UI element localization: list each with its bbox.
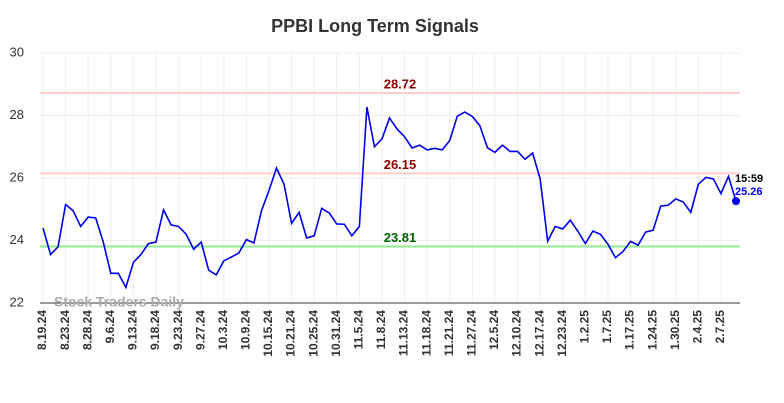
x-tick-label: 9.13.24 xyxy=(126,310,140,350)
y-tick-label: 30 xyxy=(10,44,24,59)
last-point xyxy=(732,197,740,206)
chart-title: PPBI Long Term Signals xyxy=(271,16,479,36)
x-tick-label: 9.23.24 xyxy=(171,310,185,350)
x-tick-label: 8.28.24 xyxy=(80,310,94,350)
x-tick-label: 10.3.24 xyxy=(216,310,230,350)
x-tick-label: 1.30.25 xyxy=(668,310,682,350)
y-tick-label: 22 xyxy=(10,294,24,309)
x-tick-label: 12.5.24 xyxy=(487,310,501,350)
x-tick-label: 11.18.24 xyxy=(419,310,433,356)
x-tick-label: 10.15.24 xyxy=(261,310,275,357)
x-tick-label: 11.13.24 xyxy=(397,310,411,356)
x-tick-label: 8.19.24 xyxy=(35,310,49,350)
x-tick-label: 9.18.24 xyxy=(148,310,162,350)
x-tick-label: 11.8.24 xyxy=(374,310,388,350)
y-tick-label: 26 xyxy=(10,169,24,184)
price-line xyxy=(42,106,737,290)
x-tick-label: 12.10.24 xyxy=(510,310,524,357)
x-tick-label: 11.21.24 xyxy=(442,310,456,356)
x-tick-label: 11.27.24 xyxy=(465,310,479,356)
last-time: 15:59 xyxy=(735,173,763,185)
signal-label: 23.81 xyxy=(384,230,417,245)
signal-label: 26.15 xyxy=(384,157,417,172)
y-tick-label: 24 xyxy=(10,232,24,247)
x-tick-label: 10.9.24 xyxy=(239,310,253,350)
x-tick-label: 9.27.24 xyxy=(193,310,207,350)
last-value: 25.26 xyxy=(735,186,763,198)
x-tick-label: 11.5.24 xyxy=(352,310,366,350)
x-tick-label: 10.31.24 xyxy=(329,310,343,357)
x-tick-label: 9.6.24 xyxy=(103,310,117,344)
watermark: Stock Traders Daily xyxy=(54,294,184,310)
x-tick-label: 2.7.25 xyxy=(713,310,727,344)
x-tick-label: 8.23.24 xyxy=(58,310,72,350)
y-tick-label: 28 xyxy=(10,107,24,122)
x-tick-label: 1.17.25 xyxy=(623,310,637,350)
signal-label: 28.72 xyxy=(384,76,417,91)
x-tick-label: 2.4.25 xyxy=(691,310,705,344)
x-tick-label: 1.24.25 xyxy=(645,310,659,350)
x-tick-label: 10.25.24 xyxy=(306,310,320,357)
x-tick-label: 12.17.24 xyxy=(532,310,546,357)
x-tick-label: 10.21.24 xyxy=(284,310,298,357)
x-tick-label: 1.7.25 xyxy=(600,310,614,344)
x-tick-label: 1.2.25 xyxy=(578,310,592,344)
x-tick-label: 12.23.24 xyxy=(555,310,569,357)
